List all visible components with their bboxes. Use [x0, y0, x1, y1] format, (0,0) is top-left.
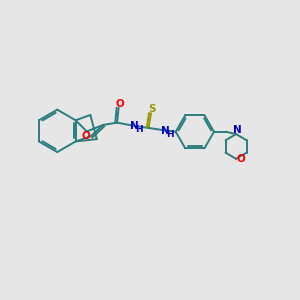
Text: H: H [135, 125, 142, 134]
Text: N: N [130, 121, 139, 131]
Text: S: S [148, 104, 156, 114]
Text: H: H [166, 130, 173, 139]
Text: N: N [233, 125, 242, 135]
Text: O: O [115, 99, 124, 109]
Text: O: O [237, 154, 245, 164]
Text: O: O [81, 130, 90, 141]
Text: N: N [161, 126, 170, 136]
